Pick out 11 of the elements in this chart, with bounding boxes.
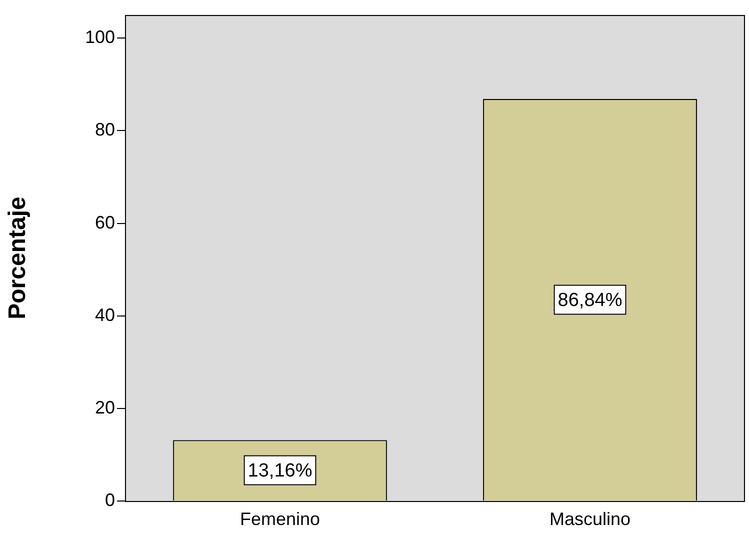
y-tick-label: 40 xyxy=(94,304,115,325)
y-tick-label: 100 xyxy=(84,27,115,48)
y-tick-label: 20 xyxy=(94,397,115,418)
data-label: 13,16% xyxy=(248,460,312,482)
y-tick-label: 0 xyxy=(104,490,115,510)
y-tick-label: 80 xyxy=(94,120,115,140)
x-tick-label: Femenino xyxy=(240,508,320,529)
y-tick-label: 60 xyxy=(94,212,115,232)
data-label: 86,84% xyxy=(558,290,622,312)
y-axis-title: Porcentaje xyxy=(4,196,32,320)
x-tick-label: Masculino xyxy=(549,508,631,529)
